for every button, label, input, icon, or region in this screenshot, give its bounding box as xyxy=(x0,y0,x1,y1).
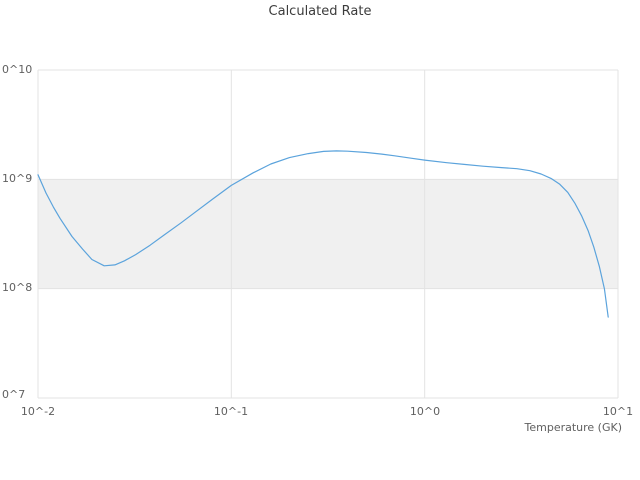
y-tick-1e7: 0^7 xyxy=(2,388,26,401)
x-tick-1e1: 10^1 xyxy=(602,405,634,418)
x-tick-1e-2: 10^-2 xyxy=(20,405,56,418)
y-tick-1e9: 10^9 xyxy=(2,172,33,185)
x-tick-1e0: 10^0 xyxy=(409,405,441,418)
highlight-band xyxy=(38,179,618,289)
x-axis-label: Temperature (GK) xyxy=(524,421,623,434)
rate-curve xyxy=(37,150,609,318)
y-tick-1e8: 10^8 xyxy=(2,281,33,294)
x-tick-1e-1: 10^-1 xyxy=(213,405,249,418)
y-tick-1e10: 0^10 xyxy=(2,63,33,76)
chart-title: Calculated Rate xyxy=(268,4,372,19)
